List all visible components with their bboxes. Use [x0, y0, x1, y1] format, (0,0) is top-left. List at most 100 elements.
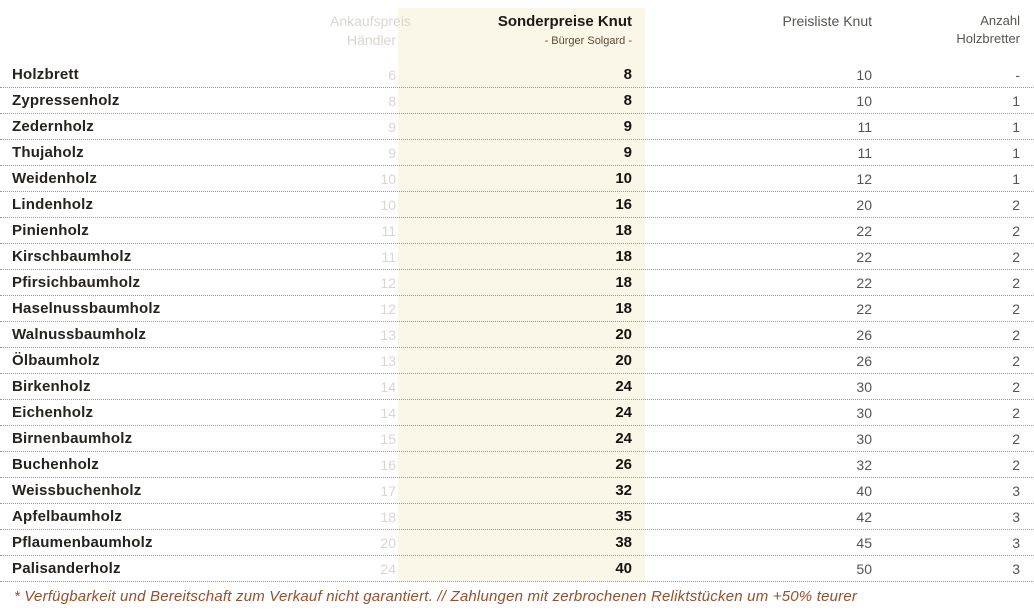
purchase-price-value: 14: [380, 378, 396, 395]
special-price-value: 16: [615, 196, 632, 213]
special-price-value: 26: [615, 456, 632, 473]
table-row: Holzbrett 6 8 10 -: [0, 62, 1034, 88]
price-list-value: 50: [856, 560, 872, 577]
price-list-value: 32: [856, 456, 872, 473]
price-list-value: 10: [856, 92, 872, 109]
price-list-value: 22: [856, 248, 872, 265]
wood-name: Eichenholz: [12, 404, 94, 421]
wood-name: Weissbuchenholz: [12, 482, 142, 499]
price-list-value: 30: [856, 404, 872, 421]
price-list-value: 22: [856, 300, 872, 317]
header-special-price-title: Sonderpreise Knut: [497, 13, 632, 30]
wood-name: Zedernholz: [12, 118, 95, 135]
purchase-price-value: 10: [380, 170, 396, 187]
price-list-value: 20: [856, 196, 872, 213]
header-price-list: Preisliste Knut: [632, 12, 872, 31]
price-list-value: 26: [856, 352, 872, 369]
wood-name: Pinienholz: [12, 222, 89, 239]
price-list-value: 40: [856, 482, 872, 499]
price-list-value: 11: [857, 144, 872, 161]
header-purchase-price-line1: Ankaufspreis: [330, 13, 411, 29]
table-row: Lindenholz 10 16 20 2: [0, 192, 1034, 218]
special-price-value: 18: [615, 274, 632, 291]
purchase-price-value: 9: [388, 144, 396, 161]
special-price-value: 35: [615, 508, 632, 525]
quantity-value: 2: [1012, 352, 1020, 369]
special-price-value: 24: [615, 430, 632, 447]
header-purchase-price-line2: Händler: [346, 31, 396, 48]
header-quantity-line2: Holzbretter: [956, 30, 1020, 46]
table-row: Apfelbaumholz 18 35 42 3: [0, 504, 1034, 530]
table-row: Pfirsichbaumholz 12 18 22 2: [0, 270, 1034, 296]
quantity-value: 2: [1012, 378, 1020, 395]
table-row: Pinienholz 11 18 22 2: [0, 218, 1034, 244]
header-special-price-subtitle: - Bürger Solgard -: [544, 35, 632, 48]
price-list-value: 11: [857, 118, 872, 135]
quantity-value: 2: [1012, 430, 1020, 447]
header-quantity-line1: Anzahl: [980, 13, 1020, 28]
wood-name: Birkenholz: [12, 378, 91, 395]
purchase-price-value: 11: [381, 222, 396, 239]
table-row: Birkenholz 14 24 30 2: [0, 374, 1034, 400]
special-price-value: 8: [623, 66, 632, 83]
purchase-price-value: 17: [380, 482, 396, 499]
table-row: Weissbuchenholz 17 32 40 3: [0, 478, 1034, 504]
purchase-price-value: 14: [380, 404, 396, 421]
table-row: Zypressenholz 8 8 10 1: [0, 88, 1034, 114]
purchase-price-value: 8: [388, 92, 396, 109]
price-list-value: 45: [856, 534, 872, 551]
quantity-value: 1: [1012, 170, 1020, 187]
special-price-value: 32: [615, 482, 632, 499]
quantity-value: 2: [1012, 456, 1020, 473]
quantity-value: -: [1015, 66, 1020, 83]
quantity-value: 3: [1012, 508, 1020, 525]
header-quantity: Anzahl Holzbretter: [872, 12, 1020, 47]
table-row: Ölbaumholz 13 20 26 2: [0, 348, 1034, 374]
quantity-value: 2: [1012, 274, 1020, 291]
header-special-price: Sonderpreise Knut - Bürger Solgard -: [396, 12, 632, 49]
wood-name: Walnussbaumholz: [12, 326, 147, 343]
purchase-price-value: 12: [380, 300, 396, 317]
quantity-value: 1: [1012, 118, 1020, 135]
quantity-value: 2: [1012, 248, 1020, 265]
purchase-price-value: 16: [380, 456, 396, 473]
purchase-price-value: 13: [380, 352, 396, 369]
footnote: * Verfügbarkeit und Bereitschaft zum Ver…: [14, 588, 858, 605]
special-price-value: 9: [623, 144, 632, 161]
table-row: Haselnussbaumholz 12 18 22 2: [0, 296, 1034, 322]
wood-name: Zypressenholz: [12, 92, 120, 109]
table-row: Weidenholz 10 10 12 1: [0, 166, 1034, 192]
quantity-value: 3: [1012, 560, 1020, 577]
wood-name: Holzbrett: [12, 66, 79, 83]
price-list-value: 30: [856, 430, 872, 447]
table-header: Ankaufspreis Händler Sonderpreise Knut -…: [0, 0, 1034, 62]
price-list-value: 22: [856, 274, 872, 291]
quantity-value: 1: [1012, 92, 1020, 109]
wood-name: Palisanderholz: [12, 560, 121, 577]
purchase-price-value: 13: [380, 326, 396, 343]
table-row: Pflaumenbaumholz 20 38 45 3: [0, 530, 1034, 556]
table-row: Zedernholz 9 9 11 1: [0, 114, 1034, 140]
table-row: Buchenholz 16 26 32 2: [0, 452, 1034, 478]
price-list-value: 26: [856, 326, 872, 343]
quantity-value: 2: [1012, 222, 1020, 239]
special-price-value: 40: [615, 560, 632, 577]
special-price-value: 38: [615, 534, 632, 551]
purchase-price-value: 9: [388, 118, 396, 135]
special-price-value: 8: [623, 92, 632, 109]
special-price-value: 20: [615, 326, 632, 343]
purchase-price-value: 15: [380, 430, 396, 447]
wood-name: Birnenbaumholz: [12, 430, 133, 447]
header-price-list-label: Preisliste Knut: [782, 13, 872, 29]
header-purchase-price: Ankaufspreis Händler: [330, 12, 411, 50]
wood-name: Buchenholz: [12, 456, 99, 473]
quantity-value: 2: [1012, 300, 1020, 317]
wood-name: Weidenholz: [12, 170, 98, 187]
quantity-value: 3: [1012, 534, 1020, 551]
special-price-value: 24: [615, 404, 632, 421]
table-body: Holzbrett 6 8 10 - Zypressenholz 8 8 10 …: [0, 62, 1034, 582]
purchase-price-value: 11: [381, 248, 396, 265]
price-list-value: 22: [856, 222, 872, 239]
price-list-value: 30: [856, 378, 872, 395]
